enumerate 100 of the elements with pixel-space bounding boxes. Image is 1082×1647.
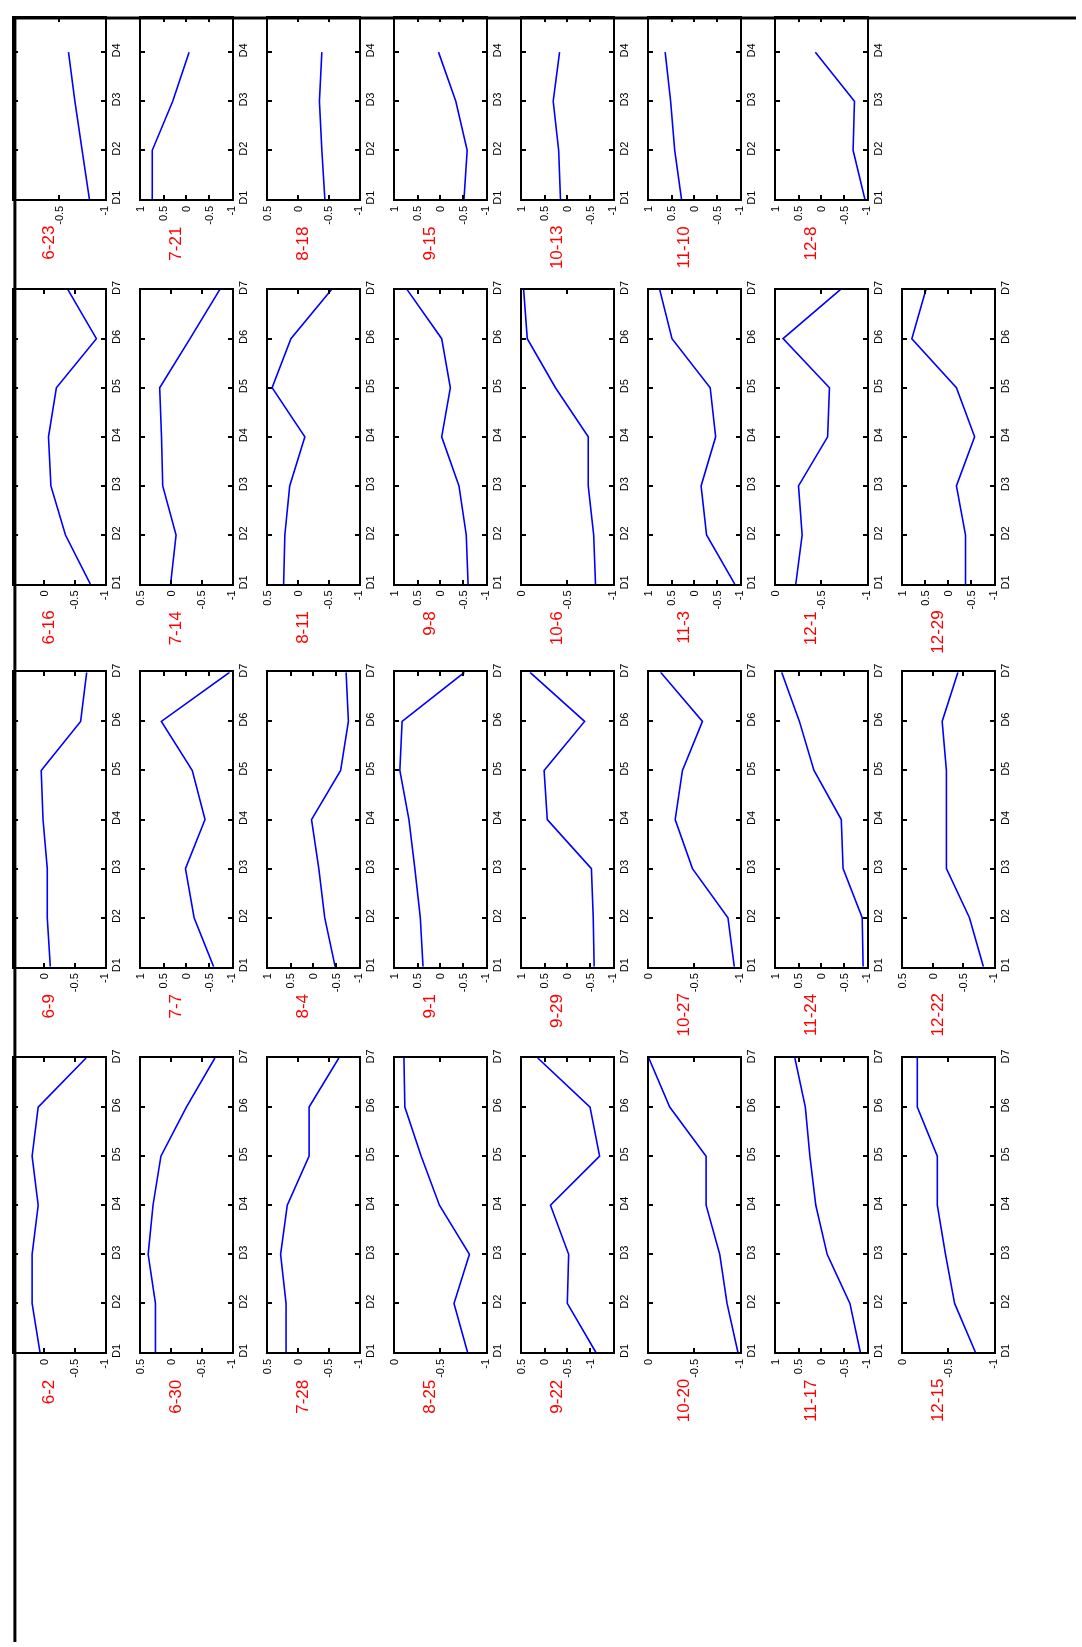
x-tick-label: -1	[352, 205, 365, 216]
text: 9-15	[420, 226, 440, 261]
y-tick-label: D2	[237, 141, 250, 156]
y-tick-label: D6	[744, 1098, 757, 1113]
y-tick-label: D2	[237, 1294, 250, 1309]
y-tick-label: D5	[617, 761, 630, 776]
x-tick-label: 0.5	[261, 590, 274, 606]
y-tick-label: D3	[744, 477, 757, 492]
y-tick-label: D4	[871, 1196, 884, 1211]
y-tick-label: D1	[110, 1343, 123, 1358]
x-tick-label: 0.5	[665, 205, 678, 222]
y-tick-label: D5	[744, 761, 757, 776]
x-tick-label: -0.5	[956, 973, 969, 993]
y-tick-label: D1	[491, 575, 504, 590]
y-tick-label: D5	[110, 379, 123, 394]
y-tick-label: D3	[237, 92, 250, 107]
x-tick-label: 0	[814, 973, 827, 980]
y-tick-label: D4	[491, 43, 504, 58]
y-tick-label: D3	[364, 859, 377, 875]
y-tick-label: D3	[617, 859, 630, 875]
y-tick-label: D2	[491, 526, 504, 541]
x-tick-label: -0.5	[964, 590, 977, 610]
x-tick-label: 1	[388, 973, 401, 980]
y-tick-label: D2	[617, 526, 630, 541]
y-tick-label: D7	[998, 663, 1011, 678]
y-tick-label: D4	[998, 1196, 1011, 1211]
text: 9-1	[420, 993, 440, 1019]
y-tick-label: D6	[364, 712, 377, 727]
x-tick-label: 1	[515, 973, 528, 980]
y-tick-label: D2	[998, 909, 1011, 924]
text: 10-13	[546, 225, 566, 270]
y-tick-label: D2	[871, 1294, 884, 1309]
y-tick-label: D5	[491, 761, 504, 776]
y-tick-label: D3	[364, 477, 377, 492]
y-tick-label: D7	[491, 280, 504, 295]
x-tick-label: 0	[896, 1358, 909, 1366]
x-tick-label: -1	[479, 205, 492, 216]
x-tick-label: 0.5	[896, 973, 909, 989]
y-tick-label: D1	[998, 575, 1011, 590]
x-tick-label: 0	[515, 590, 528, 597]
y-tick-label: D3	[998, 1245, 1011, 1260]
text: 12-8	[801, 226, 821, 261]
y-tick-label: D4	[617, 428, 630, 443]
x-tick-label: -1	[352, 973, 365, 983]
y-tick-label: D2	[491, 909, 504, 924]
x-tick-label: 0.5	[538, 973, 551, 989]
y-tick-label: D1	[744, 1343, 757, 1358]
x-tick-label: 0	[179, 973, 192, 980]
y-tick-label: D2	[617, 141, 630, 156]
x-tick-label: 0	[291, 1358, 304, 1366]
y-tick-label: D1	[744, 958, 757, 973]
y-tick-label: D4	[871, 428, 884, 443]
x-tick-label: -1	[352, 1358, 365, 1369]
x-tick-label: -0.5	[687, 1358, 700, 1378]
y-tick-label: D1	[871, 575, 884, 590]
y-tick-label: D2	[110, 526, 123, 541]
y-tick-label: D5	[364, 379, 377, 394]
x-tick-label: -0.5	[456, 590, 469, 610]
y-tick-label: D4	[744, 1196, 757, 1211]
y-tick-label: D3	[237, 859, 250, 875]
text: 6-2	[38, 1379, 58, 1405]
y-tick-label: D5	[491, 379, 504, 394]
x-tick-label: 0	[37, 973, 50, 980]
x-tick-label: -1	[225, 1358, 238, 1369]
y-tick-label: D2	[871, 141, 884, 156]
y-tick-label: D3	[364, 1245, 377, 1260]
x-tick-label: 0	[926, 973, 939, 980]
y-tick-label: D1	[998, 1343, 1011, 1358]
y-tick-label: D7	[110, 663, 123, 678]
x-tick-label: -0.5	[710, 205, 723, 225]
x-tick-label: 1	[134, 205, 147, 212]
x-tick-label: -1	[987, 973, 1000, 983]
x-tick-label: -0.5	[560, 590, 573, 610]
y-tick-label: D1	[237, 575, 250, 590]
y-tick-label: D7	[744, 663, 757, 678]
y-tick-label: D3	[237, 477, 250, 492]
y-tick-label: D7	[871, 663, 884, 678]
y-tick-label: D5	[110, 761, 123, 776]
x-tick-label: -0.5	[560, 1358, 573, 1378]
y-tick-label: D7	[237, 663, 250, 678]
x-tick-label: 0	[642, 973, 655, 980]
x-tick-label: 0	[306, 973, 319, 980]
x-tick-label: 1	[769, 1358, 782, 1366]
x-tick-label: -0.5	[322, 205, 335, 225]
y-tick-label: D2	[871, 909, 884, 924]
x-tick-label: 0	[164, 1358, 177, 1366]
y-tick-label: D7	[617, 1049, 630, 1064]
x-tick-label: -1	[583, 1358, 596, 1369]
y-tick-label: D3	[871, 92, 884, 107]
x-tick-label: 0	[941, 590, 954, 597]
y-tick-label: D3	[744, 1245, 757, 1260]
y-tick-label: D1	[110, 958, 123, 973]
y-tick-label: D6	[491, 712, 504, 727]
x-tick-label: -1	[225, 590, 238, 601]
x-tick-label: -0.5	[456, 205, 469, 225]
y-tick-label: D7	[364, 663, 377, 678]
text: 6-30	[166, 1379, 186, 1414]
y-tick-label: D4	[744, 43, 757, 58]
y-tick-label: D3	[871, 859, 884, 875]
x-tick-label: 0.5	[411, 590, 424, 606]
